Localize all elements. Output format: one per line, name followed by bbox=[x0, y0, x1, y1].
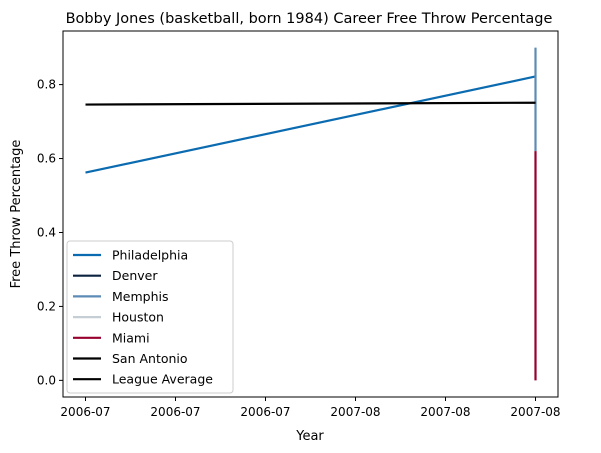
legend-label-league-average: League Average bbox=[112, 372, 213, 387]
x-tick-label: 2007-08 bbox=[330, 405, 380, 419]
x-axis-ticks: 2006-07 2006-07 2006-07 2007-08 2007-08 2007-… bbox=[60, 397, 561, 419]
y-tick-label: 0.2 bbox=[37, 299, 56, 313]
x-tick-label: 2006-07 bbox=[150, 405, 200, 419]
legend-items: Philadelphia Denver Memphis Houston Miami San… bbox=[73, 248, 213, 387]
y-tick-label: 0.4 bbox=[37, 225, 56, 239]
y-axis-label: Free Throw Percentage bbox=[9, 140, 24, 289]
legend-label-memphis: Memphis bbox=[112, 289, 169, 304]
chart-title: Bobby Jones (basketball, born 1984) Care… bbox=[66, 11, 553, 27]
series-line-league-average bbox=[85, 101, 536, 106]
x-tick-label: 2006-07 bbox=[240, 405, 290, 419]
x-axis-label: Year bbox=[295, 429, 324, 444]
legend-label-denver: Denver bbox=[112, 268, 158, 283]
y-tick-label: 0.0 bbox=[37, 373, 56, 387]
y-axis-ticks: 0.0 0.2 0.4 0.6 0.8 bbox=[37, 78, 63, 387]
y-tick-label: 0.8 bbox=[37, 78, 56, 92]
legend-label-houston: Houston bbox=[112, 310, 164, 325]
plot-frame bbox=[62, 30, 559, 398]
x-tick-label: 2007-08 bbox=[420, 405, 470, 419]
y-tick-label: 0.6 bbox=[37, 152, 56, 166]
legend-label-miami: Miami bbox=[112, 330, 150, 345]
series-line-philadelphia bbox=[85, 75, 536, 174]
plot-area bbox=[62, 30, 559, 398]
legend: Philadelphia Denver Memphis Houston Miami San… bbox=[66, 240, 234, 394]
series-layer bbox=[85, 47, 537, 381]
legend-box bbox=[66, 240, 234, 394]
x-tick-label: 2007-08 bbox=[510, 405, 560, 419]
legend-label-philadelphia: Philadelphia bbox=[112, 248, 188, 263]
legend-label-san-antonio: San Antonio bbox=[112, 351, 188, 366]
x-tick-label: 2006-07 bbox=[60, 405, 110, 419]
